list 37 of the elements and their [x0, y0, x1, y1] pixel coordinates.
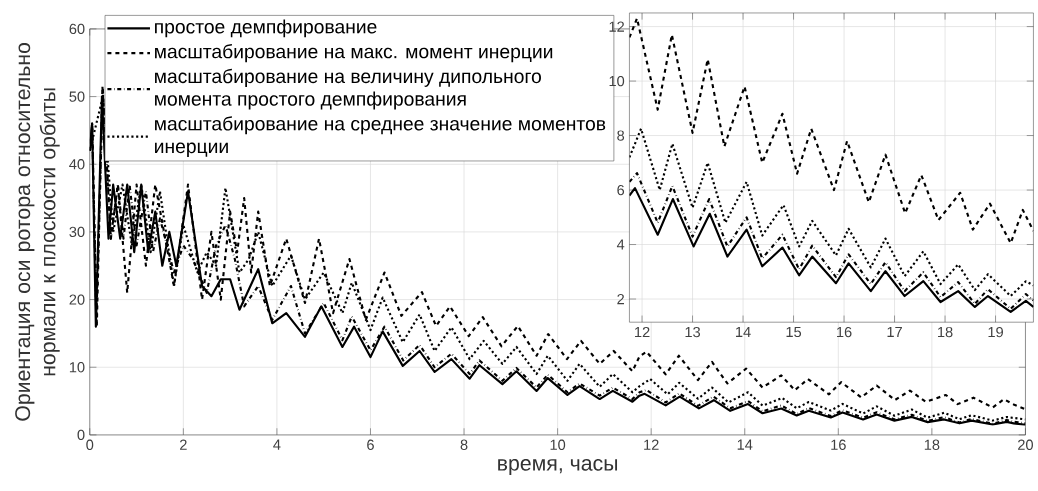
x-tick-label: 17	[887, 327, 902, 338]
y-tick-label: 8	[617, 130, 625, 141]
x-tick-label: 13	[685, 327, 701, 338]
legend-label: масштабирование на макс. момент инерции	[155, 44, 553, 63]
x-tick-label: 20	[1018, 439, 1033, 451]
y-tick-label: 0	[77, 429, 85, 441]
x-tick-label: 14	[737, 439, 753, 450]
x-tick-label: 15	[786, 327, 802, 338]
x-tick-label: 16	[837, 327, 852, 338]
y-tick-label: 4	[616, 239, 625, 250]
y-axis-title: Ориентация оси ротора относительно нормали к плоскости орбиты	[15, 43, 60, 421]
x-tick-label: 18	[924, 439, 940, 451]
y-tick-label: 2	[617, 294, 624, 305]
x-tick-label: 12	[644, 439, 659, 450]
x-tick-label: 19	[988, 327, 1003, 338]
x-axis-title: время, часы	[498, 459, 618, 476]
y-tick-label: 10	[69, 362, 85, 373]
legend-label: простое демпфирование	[155, 19, 377, 38]
x-tick-label: 14	[736, 327, 751, 338]
legend-label: масштабирование на среднее значение моментов инерции	[155, 116, 606, 158]
y-tick-label: 60	[69, 23, 85, 35]
x-tick-label: 4	[273, 439, 281, 450]
x-tick-label: 18	[938, 327, 953, 338]
x-tick-label: 8	[460, 439, 468, 451]
y-tick-label: 30	[69, 226, 85, 238]
x-tick-label: 2	[180, 439, 187, 450]
y-tick-label: 12	[609, 21, 624, 32]
y-tick-label: 10	[609, 76, 625, 87]
y-tick-label: 20	[69, 294, 85, 305]
y-tick-label: 6	[617, 185, 625, 196]
x-tick-label: 0	[86, 439, 94, 451]
x-tick-label: 12	[635, 327, 650, 338]
y-tick-label: 40	[69, 159, 85, 170]
x-tick-label: 16	[831, 439, 846, 451]
x-tick-label: 6	[367, 439, 374, 451]
x-tick-label: 10	[550, 439, 566, 451]
y-tick-label: 50	[69, 91, 85, 102]
